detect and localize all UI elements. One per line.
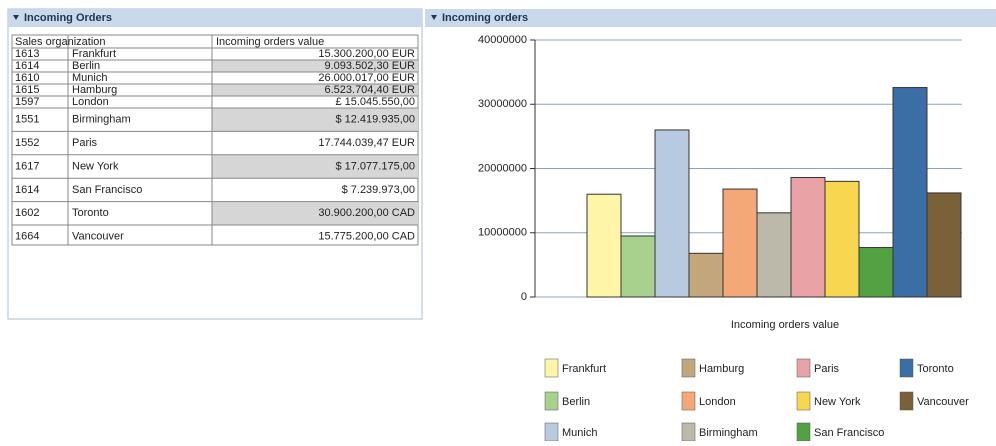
legend-label: London [699, 396, 736, 408]
value-cell-shade [212, 108, 418, 132]
legend-label: New York [814, 396, 861, 408]
org-id: 1617 [15, 160, 39, 172]
legend-label: Birmingham [699, 427, 758, 439]
y-tick-label: 30000000 [478, 98, 527, 110]
order-value: 9.093.502,30 EUR [324, 60, 415, 72]
order-value: 30.900.200,00 CAD [318, 207, 415, 219]
bar [790, 176, 826, 298]
org-name: San Francisco [72, 184, 142, 196]
y-tick-label: 40000000 [478, 34, 527, 46]
order-value: 6.523.704,40 EUR [324, 84, 415, 96]
bar [620, 235, 656, 298]
order-value: 15.300.200,00 EUR [318, 48, 415, 60]
value-cell-shade [212, 84, 418, 96]
order-value: $ 12.419.935,00 [335, 114, 415, 126]
legend-swatch [796, 358, 811, 378]
legend-swatch [899, 391, 914, 411]
bar [688, 252, 724, 298]
legend-swatch [544, 391, 559, 411]
org-id: 1614 [15, 60, 39, 72]
legend-label: San Francisco [814, 427, 884, 439]
legend-label: Vancouver [917, 396, 969, 408]
bar [586, 193, 622, 298]
column-header: Sales organization [15, 36, 106, 48]
org-name: Frankfurt [72, 48, 116, 60]
chart: 0 10000000 20000000 30000000 40000000 Incomin… [478, 34, 969, 442]
org-name: Hamburg [72, 84, 117, 96]
legend-swatch [681, 422, 696, 442]
bar [654, 129, 690, 298]
legend-label: Hamburg [699, 363, 744, 375]
legend-swatch [681, 358, 696, 378]
y-tick-label: 20000000 [478, 162, 527, 174]
order-value: 26.000.017,00 EUR [318, 72, 415, 84]
org-id: 1610 [15, 72, 39, 84]
value-cell-shade [212, 154, 418, 179]
order-value: £ 15.045.550,00 [335, 96, 415, 108]
right-panel-header[interactable] [425, 9, 996, 27]
org-name: Vancouver [72, 231, 124, 243]
bar [892, 87, 928, 298]
org-name: Birmingham [72, 114, 131, 126]
org-name: Paris [72, 137, 98, 149]
right-panel-title: Incoming orders [442, 12, 528, 24]
org-id: 1664 [15, 231, 39, 243]
bar [756, 212, 792, 298]
org-id: 1615 [15, 84, 39, 96]
legend-swatch [899, 358, 914, 378]
org-name: London [72, 96, 109, 108]
legend-label: Paris [814, 363, 840, 375]
order-value: $ 17.077.175,00 [335, 160, 415, 172]
org-name: Toronto [72, 207, 109, 219]
bar [722, 188, 758, 298]
org-id: 1602 [15, 207, 39, 219]
bar [824, 180, 860, 298]
left-panel-header[interactable] [8, 9, 422, 27]
y-tick-label: 10000000 [478, 227, 527, 239]
legend-label: Berlin [562, 396, 590, 408]
y-tick-label: 0 [521, 291, 527, 303]
table-frame [11, 34, 419, 246]
collapse-icon[interactable] [431, 15, 437, 20]
legend-swatch [796, 391, 811, 411]
value-cell-shade [212, 201, 418, 225]
org-name: Munich [72, 72, 107, 84]
org-id: 1551 [15, 114, 39, 126]
table: Sales organization Incoming orders value1… [11, 34, 419, 246]
org-id: 1614 [15, 184, 39, 196]
bar [858, 247, 894, 298]
org-name: Berlin [72, 60, 100, 72]
left-panel-title: Incoming Orders [24, 12, 112, 24]
legend-swatch [681, 391, 696, 411]
collapse-icon[interactable] [13, 15, 19, 20]
order-value: 15.775.200,00 CAD [318, 231, 415, 243]
org-id: 1613 [15, 48, 39, 60]
legend-label: Munich [562, 427, 597, 439]
bar [926, 192, 962, 298]
order-value: $ 7.239.973,00 [342, 184, 415, 196]
legend-swatch [544, 422, 559, 442]
legend-label: Toronto [917, 363, 954, 375]
value-cell-shade [212, 60, 418, 72]
org-id: 1552 [15, 137, 39, 149]
x-axis-label: Incoming orders value [731, 319, 839, 331]
legend-swatch [796, 422, 811, 442]
legend-swatch [544, 358, 559, 378]
legend-label: Frankfurt [562, 363, 606, 375]
org-id: 1597 [15, 96, 39, 108]
column-header: Incoming orders value [216, 36, 324, 48]
org-name: New York [72, 160, 119, 172]
order-value: 17.744.039,47 EUR [318, 137, 415, 149]
